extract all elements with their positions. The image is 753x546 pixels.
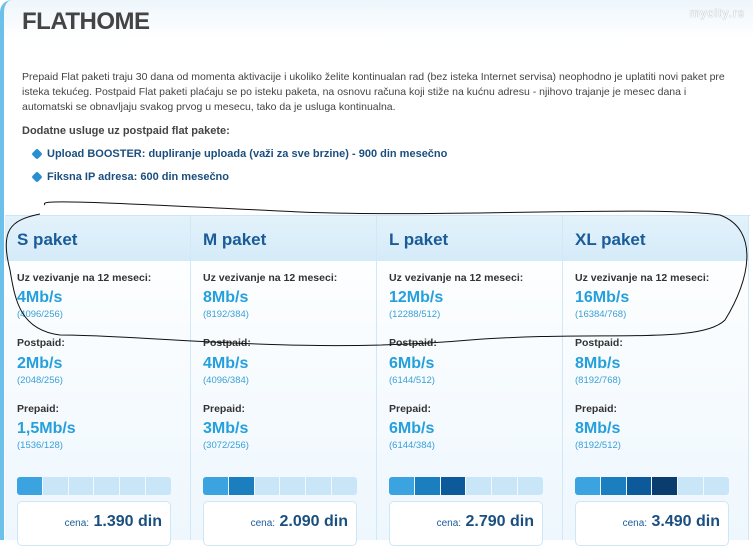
price-value: 2.790 din <box>465 513 534 530</box>
intro-section: Prepaid Flat paketi traju 30 dana od mom… <box>22 70 734 184</box>
contract-speed: 4Mb/s <box>17 289 63 306</box>
extra-item[interactable]: Fiksna IP adresa: 600 din mesečno <box>31 170 734 184</box>
package-name: XL paket <box>563 216 748 262</box>
level-segment <box>575 477 600 495</box>
level-segment <box>678 477 704 495</box>
level-segment <box>626 477 652 495</box>
contract-label: Uz vezivanje na 12 meseci: <box>203 272 338 284</box>
package-column: S paket Uz vezivanje na 12 meseci: 4Mb/s… <box>5 216 191 546</box>
postpaid-speed: 6Mb/s <box>389 355 435 372</box>
prepaid-speed: 8Mb/s <box>575 420 621 437</box>
price-value: 1.390 din <box>93 513 162 530</box>
postpaid-speed: 8Mb/s <box>575 355 621 372</box>
postpaid-detail: (8192/768) <box>575 375 621 386</box>
postpaid-label: Postpaid: <box>203 337 251 349</box>
contract-detail: (4096/256) <box>17 309 63 320</box>
price-box[interactable]: cena: 2.090 din <box>203 501 357 546</box>
level-segment <box>652 477 678 495</box>
price-value: 3.490 din <box>651 513 720 530</box>
price-box[interactable]: cena: 2.790 din <box>389 501 543 546</box>
prepaid-detail: (8192/512) <box>575 440 621 451</box>
contract-speed: 8Mb/s <box>203 289 249 306</box>
postpaid-speed: 4Mb/s <box>203 355 249 372</box>
level-segment <box>203 477 228 495</box>
contract-detail: (12288/512) <box>389 309 441 320</box>
level-segment <box>280 477 306 495</box>
prepaid-speed: 3Mb/s <box>203 420 249 437</box>
level-segment <box>17 477 42 495</box>
level-segment <box>704 477 729 495</box>
extra-item-label: Fiksna IP adresa: 600 din mesečno <box>47 171 229 183</box>
price-box[interactable]: cena: 1.390 din <box>17 501 171 546</box>
package-name: M paket <box>191 216 376 262</box>
package-column: L paket Uz vezivanje na 12 meseci: 12Mb/… <box>377 216 563 546</box>
level-segment <box>228 477 254 495</box>
price-label: cena: <box>250 518 276 529</box>
price-value: 2.090 din <box>279 513 348 530</box>
extra-item-label: Upload BOOSTER: dupliranje uploada (važi… <box>47 148 448 160</box>
postpaid-label: Postpaid: <box>575 337 623 349</box>
extras-title: Dodatne usluge uz postpaid flat pakete: <box>22 125 230 137</box>
package-name: S paket <box>5 216 190 262</box>
postpaid-detail: (4096/384) <box>203 375 249 386</box>
level-segment <box>68 477 94 495</box>
prepaid-label: Prepaid: <box>575 403 618 415</box>
speed-level-bar <box>389 477 543 495</box>
level-segment <box>440 477 466 495</box>
contract-label: Uz vezivanje na 12 meseci: <box>17 272 152 284</box>
package-table: S paket Uz vezivanje na 12 meseci: 4Mb/s… <box>5 215 750 546</box>
contract-label: Uz vezivanje na 12 meseci: <box>389 272 524 284</box>
bullet-icon <box>31 148 43 160</box>
postpaid-label: Postpaid: <box>389 337 437 349</box>
speed-level-bar <box>575 477 729 495</box>
extra-item[interactable]: Upload BOOSTER: dupliranje uploada (važi… <box>31 147 734 161</box>
package-column: XL paket Uz vezivanje na 12 meseci: 16Mb… <box>563 216 749 546</box>
speed-level-bar <box>203 477 357 495</box>
postpaid-label: Postpaid: <box>17 337 65 349</box>
level-segment <box>94 477 120 495</box>
level-segment <box>254 477 280 495</box>
prepaid-label: Prepaid: <box>17 403 60 415</box>
price-label: cena: <box>64 518 90 529</box>
contract-speed: 12Mb/s <box>389 289 444 306</box>
level-segment <box>42 477 68 495</box>
postpaid-detail: (2048/256) <box>17 375 63 386</box>
level-segment <box>389 477 414 495</box>
contract-detail: (8192/384) <box>203 309 249 320</box>
prepaid-label: Prepaid: <box>389 403 432 415</box>
level-segment <box>146 477 171 495</box>
intro-text: Prepaid Flat paketi traju 30 dana od mom… <box>22 71 725 113</box>
price-box[interactable]: cena: 3.490 din <box>575 501 729 546</box>
bullet-icon <box>31 171 43 183</box>
level-segment <box>492 477 518 495</box>
level-segment <box>332 477 357 495</box>
postpaid-detail: (6144/512) <box>389 375 435 386</box>
level-segment <box>518 477 543 495</box>
level-segment <box>414 477 440 495</box>
prepaid-speed: 1,5Mb/s <box>17 420 76 437</box>
prepaid-detail: (3072/256) <box>203 440 249 451</box>
page-title: FLATHOME <box>22 8 150 35</box>
prepaid-detail: (6144/384) <box>389 440 435 451</box>
level-segment <box>600 477 626 495</box>
level-segment <box>466 477 492 495</box>
prepaid-label: Prepaid: <box>203 403 246 415</box>
watermark: mycity.rs <box>689 6 745 20</box>
contract-detail: (16384/768) <box>575 309 627 320</box>
prepaid-speed: 6Mb/s <box>389 420 435 437</box>
contract-label: Uz vezivanje na 12 meseci: <box>575 272 710 284</box>
speed-level-bar <box>17 477 171 495</box>
price-label: cena: <box>436 518 462 529</box>
package-column: M paket Uz vezivanje na 12 meseci: 8Mb/s… <box>191 216 377 546</box>
postpaid-speed: 2Mb/s <box>17 355 63 372</box>
prepaid-detail: (1536/128) <box>17 440 63 451</box>
contract-speed: 16Mb/s <box>575 289 630 306</box>
level-segment <box>120 477 146 495</box>
price-label: cena: <box>622 518 648 529</box>
package-name: L paket <box>377 216 562 262</box>
level-segment <box>306 477 332 495</box>
